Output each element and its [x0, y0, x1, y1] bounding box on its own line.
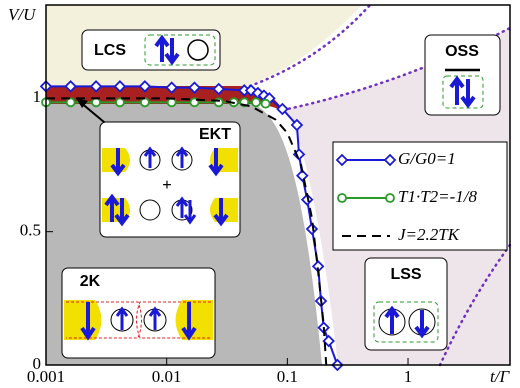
2k-box: 2K [61, 267, 216, 359]
marker [165, 81, 178, 94]
region-label: EKT [199, 126, 231, 143]
marker [322, 334, 335, 348]
marker [115, 97, 125, 108]
lss-box: LSS [364, 257, 448, 351]
x-axis-label: t/Γ [490, 367, 510, 386]
x-tick-label: 1 [404, 367, 413, 386]
region-label: LCS [94, 42, 126, 59]
region-label: LSS [390, 266, 421, 283]
x-tick-label: 0.1 [277, 367, 298, 386]
ekt-region [46, 86, 283, 110]
marker [290, 118, 304, 132]
series-line [46, 97, 328, 366]
marker [65, 97, 76, 108]
lcs-box: LCS [81, 29, 221, 71]
legend-label: T1·T2=-1/8 [398, 187, 478, 206]
legend-label: J=2.2TK [398, 225, 461, 244]
boundary [248, 3, 372, 88]
frame [45, 4, 511, 366]
marker [91, 97, 101, 108]
region-label: 2K [80, 273, 101, 290]
marker [138, 80, 152, 93]
oss-box: OSS [424, 34, 501, 116]
marker [251, 97, 261, 108]
region-label: OSS [445, 43, 479, 60]
y-axis-label: V/U [8, 5, 37, 24]
x-tick-label: 0.001 [27, 367, 65, 386]
legend-marker [335, 153, 397, 167]
marker [260, 98, 271, 109]
svg-text:+: + [162, 175, 172, 194]
y-tick-label: 1 [33, 87, 42, 106]
legend-label: G/G0=1 [398, 149, 456, 168]
ekt-box: EKT + [99, 121, 241, 238]
marker [89, 80, 103, 93]
marker [139, 97, 150, 108]
x-tick-label: 0.01 [152, 367, 182, 386]
marker [113, 80, 127, 93]
marker [276, 102, 289, 116]
marker [64, 80, 77, 93]
marker [213, 97, 224, 108]
legend-marker [337, 193, 347, 203]
legend-marker [385, 193, 395, 203]
y-tick-label: 0 [33, 354, 42, 373]
pointer [76, 98, 88, 108]
y-tick-label: 0.5 [20, 221, 41, 240]
marker [188, 81, 201, 94]
marker [296, 169, 309, 182]
marker [212, 82, 225, 96]
